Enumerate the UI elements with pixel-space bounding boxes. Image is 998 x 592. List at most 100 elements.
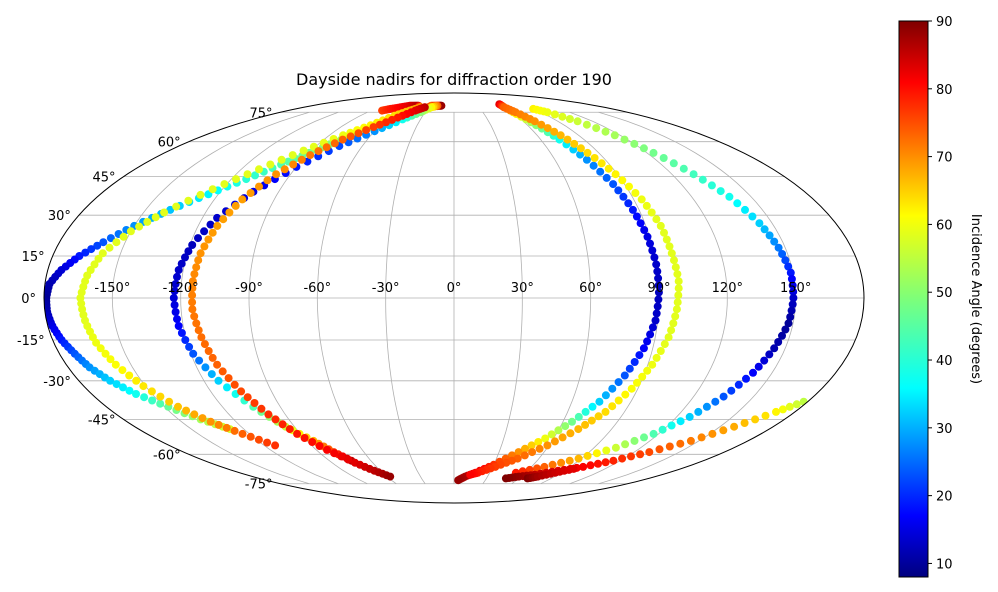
data-point (630, 436, 639, 445)
data-point (246, 432, 255, 441)
data-point (659, 154, 668, 162)
data-point (198, 414, 207, 423)
data-point (194, 234, 202, 243)
data-point (196, 249, 205, 258)
data-point (686, 436, 695, 445)
data-point (566, 429, 575, 438)
data-point (338, 135, 347, 144)
data-point (119, 383, 127, 392)
data-point (188, 241, 197, 249)
data-point (173, 315, 181, 324)
lat-tick-label: -60° (153, 448, 181, 463)
data-point (81, 248, 90, 257)
data-point (561, 422, 570, 431)
data-point (652, 353, 661, 362)
data-point (237, 387, 246, 396)
data-point (132, 376, 141, 385)
data-point (238, 429, 247, 438)
data-point (188, 284, 197, 293)
data-point (537, 120, 546, 129)
data-point (255, 182, 263, 191)
data-point (788, 300, 797, 309)
data-point (147, 387, 156, 396)
data-point (595, 397, 604, 406)
data-point (669, 159, 678, 168)
data-point (297, 155, 306, 164)
data-point (184, 196, 193, 205)
data-point (640, 226, 649, 234)
data-point (181, 336, 190, 344)
lat-tick-label: -15° (17, 334, 45, 349)
data-point (640, 433, 648, 442)
data-point (177, 259, 186, 268)
data-point (173, 272, 181, 281)
data-point (727, 386, 736, 395)
data-point (119, 232, 128, 241)
data-point (765, 231, 774, 240)
data-point (206, 417, 215, 426)
data-point (778, 405, 787, 414)
data-point (288, 151, 297, 160)
data-point (742, 374, 750, 383)
data-point (139, 382, 148, 391)
data-point (596, 167, 605, 176)
data-point (454, 476, 463, 485)
data-point (583, 148, 592, 157)
data-point (225, 208, 234, 217)
data-point (534, 438, 543, 446)
data-point (620, 135, 629, 144)
data-point (576, 144, 585, 153)
colorbar-tick-label: 50 (936, 286, 953, 301)
data-point (784, 319, 793, 328)
data-point (170, 301, 179, 309)
data-point (93, 241, 102, 250)
data-point (597, 159, 606, 168)
data-point (190, 270, 199, 279)
data-point (587, 416, 596, 425)
data-point (614, 396, 623, 405)
data-point (611, 443, 620, 452)
data-point (201, 363, 210, 372)
data-point (166, 205, 175, 214)
data-point (172, 202, 181, 211)
data-point (653, 267, 662, 276)
data-point (786, 268, 795, 277)
data-point (665, 442, 674, 451)
data-point (362, 126, 371, 135)
data-point (670, 256, 678, 265)
lon-tick-label: 150° (780, 281, 811, 296)
data-point (774, 243, 783, 252)
data-point (140, 393, 149, 402)
data-point (188, 305, 197, 314)
data-point (671, 263, 680, 272)
data-point (654, 295, 663, 304)
data-point (514, 448, 523, 457)
data-point (648, 360, 657, 369)
data-point (601, 391, 610, 400)
data-point (289, 160, 298, 169)
data-point (755, 219, 764, 228)
data-point (614, 378, 623, 387)
data-point (192, 263, 201, 272)
data-point (646, 239, 654, 248)
data-point (673, 270, 682, 279)
data-point (702, 402, 711, 411)
data-point (649, 148, 658, 157)
lon-tick-label: -150° (94, 281, 130, 296)
data-point (651, 316, 660, 325)
data-point (568, 417, 576, 426)
data-point (674, 291, 683, 300)
data-point (99, 238, 108, 247)
data-point (602, 173, 611, 182)
data-point (521, 444, 529, 453)
colorbar-tick-label: 20 (936, 490, 953, 505)
data-point (185, 342, 194, 351)
map-outline (43, 92, 865, 504)
data-point (656, 221, 665, 230)
data-point (765, 350, 774, 359)
data-point (772, 407, 780, 416)
data-point (246, 189, 255, 197)
map-grid (44, 111, 864, 485)
data-point (664, 333, 673, 342)
data-point (786, 313, 795, 321)
